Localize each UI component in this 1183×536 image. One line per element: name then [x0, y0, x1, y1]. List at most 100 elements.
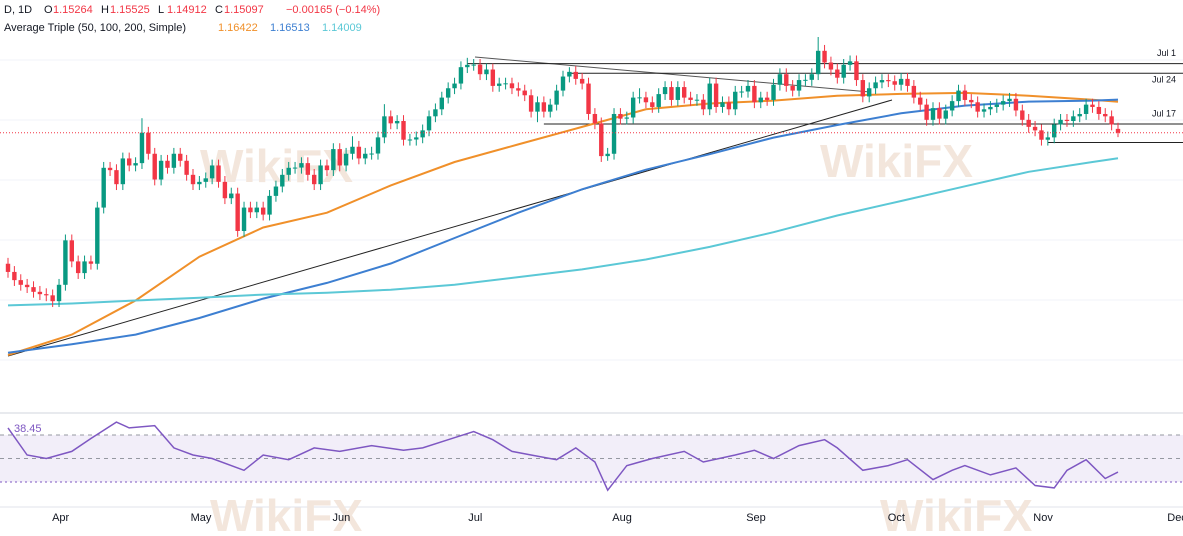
candle-body: [994, 104, 999, 107]
candle-body: [331, 149, 336, 171]
candle-body: [394, 121, 400, 124]
candle-body: [458, 67, 464, 84]
candle-body: [688, 97, 693, 100]
level-label: Jul 24: [1152, 75, 1176, 85]
candle-body: [815, 50, 821, 75]
candle-body: [969, 99, 974, 103]
candle-body: [777, 74, 783, 85]
candle-body: [292, 167, 298, 169]
candle-body: [452, 83, 457, 89]
candle-body: [120, 158, 126, 185]
x-tick-label: Dec: [1167, 512, 1183, 524]
candle-body: [5, 263, 11, 272]
candle-body: [630, 97, 636, 118]
candle-body: [146, 132, 151, 154]
candle-body: [943, 110, 948, 119]
candle-body: [796, 80, 802, 91]
candle-body: [879, 80, 885, 83]
candle-body: [82, 261, 87, 274]
candle-body: [18, 280, 23, 285]
candle-body: [962, 90, 968, 100]
ohlc-value: 1.15525: [110, 4, 150, 16]
candle-body: [465, 64, 470, 68]
candle-body: [554, 90, 559, 105]
candle-body: [618, 113, 623, 119]
candle-body: [63, 240, 68, 285]
candle-body: [503, 83, 508, 85]
candle-body: [209, 165, 215, 179]
candle-body: [886, 80, 891, 82]
candle-body: [216, 165, 221, 182]
x-tick-label: Aug: [612, 512, 632, 524]
candle-body: [586, 83, 591, 114]
candle-body: [828, 62, 834, 70]
candle-body: [1020, 110, 1025, 120]
candle-body: [158, 160, 164, 180]
candle-body: [88, 261, 94, 264]
candle-body: [1026, 119, 1031, 127]
candle-body: [95, 207, 100, 264]
candle-body: [701, 99, 706, 110]
candle-body: [516, 88, 521, 91]
ohlc-label: C: [215, 4, 223, 16]
candle-body: [1064, 119, 1070, 122]
candle-body: [522, 90, 527, 96]
candle-body: [803, 79, 808, 81]
candle-body: [822, 50, 827, 63]
moving-average: [7, 157, 1119, 307]
x-tick-label: Jun: [332, 512, 350, 524]
candle-body: [981, 109, 987, 112]
ohlc-value: 1.15264: [53, 4, 93, 16]
candle-body: [720, 102, 725, 107]
candle-body: [1109, 116, 1114, 125]
candle-body: [707, 83, 712, 110]
indicator-value: 1.14009: [322, 22, 362, 34]
candle-body: [407, 139, 413, 141]
candle-body: [12, 271, 17, 281]
x-tick-label: Nov: [1033, 512, 1053, 524]
candle-body: [229, 193, 234, 199]
x-tick-label: Oct: [888, 512, 905, 524]
candle-body: [241, 207, 247, 231]
watermark: WikiFX: [820, 135, 973, 187]
candle-body: [37, 291, 43, 295]
candle-body: [1007, 98, 1012, 102]
candle-body: [911, 85, 917, 98]
candle-body: [1103, 113, 1108, 117]
candle-body: [439, 97, 444, 110]
candle-body: [50, 295, 55, 302]
candle-body: [567, 71, 572, 77]
candle-body: [669, 87, 674, 100]
candle-body: [682, 87, 687, 98]
candle-body: [178, 153, 183, 161]
candle-body: [1115, 128, 1121, 133]
candle-body: [75, 261, 81, 274]
candle-body: [350, 146, 355, 154]
candle-body: [662, 87, 668, 95]
candle-body: [509, 83, 515, 89]
candle-body: [171, 153, 177, 168]
ohlc-value: 1.14912: [167, 4, 207, 16]
indicator-values: 1.16422 1.16513 1.14009: [218, 22, 362, 34]
candle-body: [956, 90, 961, 102]
grid: [0, 59, 1183, 361]
candle-body: [299, 163, 304, 168]
candle-body: [363, 153, 368, 159]
candle-body: [477, 64, 483, 75]
candle-body: [898, 78, 904, 85]
candle-body: [401, 121, 406, 140]
candle-body: [835, 69, 840, 78]
x-tick-label: Jul: [468, 512, 482, 524]
ohlc-label: L: [158, 4, 164, 16]
candle-body: [382, 116, 387, 138]
candle-body: [69, 240, 74, 262]
candle-body: [1090, 104, 1095, 107]
candle-body: [484, 69, 489, 75]
candle-body: [433, 109, 438, 117]
x-tick-label: Sep: [746, 512, 766, 524]
candle-body: [44, 294, 49, 296]
candle-body: [592, 113, 598, 124]
candle-body: [197, 181, 202, 185]
candle-body: [286, 167, 291, 175]
